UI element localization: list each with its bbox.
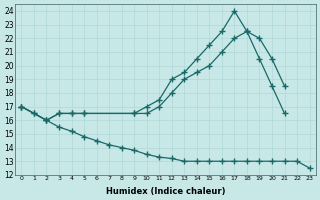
X-axis label: Humidex (Indice chaleur): Humidex (Indice chaleur) <box>106 187 225 196</box>
